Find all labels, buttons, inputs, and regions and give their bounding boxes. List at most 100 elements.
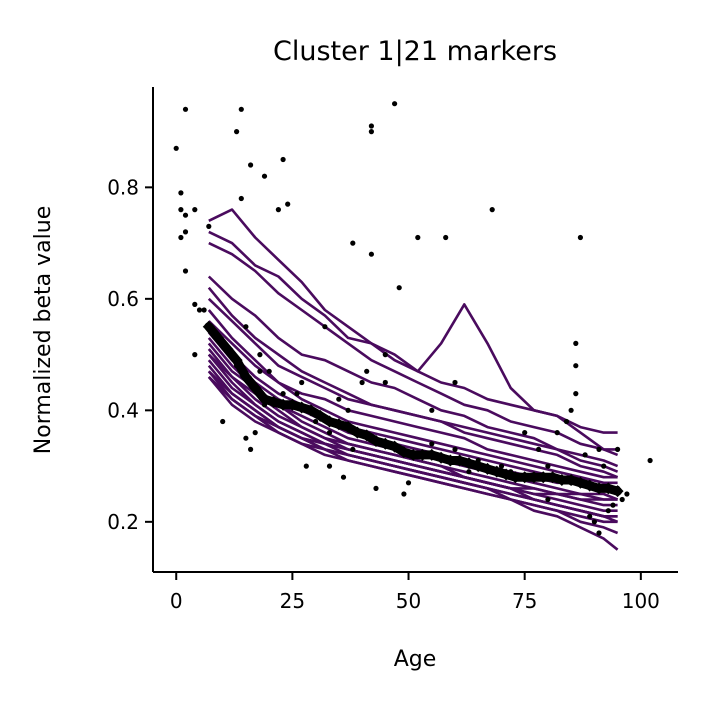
series-line-3: [208, 241, 618, 451]
data-point-66: [568, 407, 574, 413]
mean-marker-28: [453, 454, 466, 467]
data-point-62: [536, 446, 542, 452]
mean-marker-37: [537, 471, 550, 484]
data-point-72: [587, 513, 593, 519]
y-ticks: 0.2 0.4 0.6 0.8: [107, 175, 153, 534]
data-point-13: [201, 307, 207, 313]
data-point-74: [591, 519, 598, 525]
data-point-10: [192, 301, 198, 307]
data-point-47: [382, 352, 388, 358]
x-ticks: 0 25 50 75 100: [170, 572, 660, 613]
data-point-82: [624, 491, 630, 497]
data-point-68: [573, 340, 579, 346]
mean-marker-7: [258, 393, 271, 406]
series-line-6: [207, 297, 619, 468]
data-point-36: [326, 463, 333, 469]
data-point-77: [605, 508, 611, 514]
data-point-84: [545, 496, 551, 503]
data-point-5: [182, 229, 189, 235]
mean-marker-6: [249, 382, 262, 395]
data-point-70: [573, 363, 579, 369]
mean-marker-16: [342, 421, 355, 434]
mean-marker-19: [370, 434, 383, 447]
data-point-94: [280, 391, 286, 397]
mean-marker-9: [277, 398, 290, 411]
data-point-2: [178, 190, 184, 196]
data-point-65: [563, 418, 570, 425]
data-point-33: [303, 463, 309, 469]
mean-marker-36: [527, 471, 540, 484]
data-point-29: [220, 418, 226, 425]
mean-marker-3: [221, 343, 234, 356]
data-point-15: [234, 129, 240, 135]
mean-marker-23: [407, 448, 420, 461]
mean-marker-45: [611, 485, 624, 498]
mean-marker-32: [490, 465, 503, 478]
x-tick-label-100: 100: [622, 589, 660, 613]
y-tick-label-0.4: 0.4: [107, 398, 139, 422]
data-point-24: [243, 435, 249, 441]
data-point-81: [619, 496, 625, 503]
data-point-93: [299, 379, 305, 386]
data-point-38: [340, 474, 347, 480]
data-point-12: [196, 307, 203, 313]
mean-marker-41: [574, 476, 587, 489]
series-line-21: [207, 376, 618, 518]
data-point-54: [443, 234, 449, 241]
data-point-14: [206, 223, 212, 229]
data-point-43: [368, 251, 374, 257]
data-point-55: [452, 446, 458, 452]
data-point-67: [573, 391, 579, 397]
mean-marker-24: [416, 448, 429, 461]
mean-marker-35: [518, 471, 531, 484]
data-point-22: [285, 201, 291, 207]
data-point-87: [596, 446, 602, 452]
chart-title: Cluster 1|21 markers: [273, 36, 557, 67]
data-point-40: [350, 240, 356, 246]
mean-marker-10: [286, 398, 299, 411]
data-point-9: [192, 207, 198, 213]
data-point-16: [238, 106, 244, 112]
x-tick-label-25: 25: [280, 589, 305, 613]
mean-marker-34: [509, 471, 522, 484]
data-point-63: [545, 463, 551, 469]
data-point-50: [401, 491, 407, 497]
data-point-56: [466, 469, 472, 475]
data-point-76: [601, 463, 607, 469]
y-tick-label-0.6: 0.6: [107, 287, 139, 311]
x-axis-label: Age: [394, 647, 437, 672]
data-point-34: [313, 418, 319, 425]
data-point-4: [182, 212, 189, 218]
mean-marker-18: [360, 429, 373, 442]
data-point-8: [182, 268, 189, 274]
data-point-75: [596, 530, 602, 536]
mean-marker-22: [397, 446, 410, 459]
mean-marker-33: [500, 468, 513, 481]
data-point-91: [350, 446, 356, 452]
mean-marker-43: [593, 482, 606, 495]
mean-marker-15: [332, 418, 345, 431]
y-tick-label-0.2: 0.2: [107, 510, 139, 534]
data-point-19: [261, 173, 268, 179]
mean-marker-5: [239, 370, 252, 383]
data-point-88: [452, 379, 458, 386]
mean-marker-12: [304, 404, 317, 417]
data-point-49: [396, 285, 402, 291]
data-point-41: [359, 379, 365, 386]
data-point-64: [554, 430, 560, 436]
mean-marker-17: [351, 426, 364, 439]
data-point-25: [248, 446, 254, 452]
mean-marker-1: [202, 320, 215, 333]
data-point-1: [173, 145, 179, 151]
data-point-58: [489, 207, 495, 213]
data-point-45: [368, 129, 374, 135]
data-point-20: [275, 207, 281, 213]
data-point-44: [368, 123, 374, 129]
data-point-17: [238, 195, 244, 202]
mean-marker-8: [267, 395, 280, 408]
mean-marker-2: [212, 331, 225, 344]
x-tick-label-75: 75: [512, 589, 537, 613]
mean-marker-4: [230, 354, 243, 367]
data-point-32: [294, 391, 300, 397]
data-point-27: [257, 352, 263, 358]
